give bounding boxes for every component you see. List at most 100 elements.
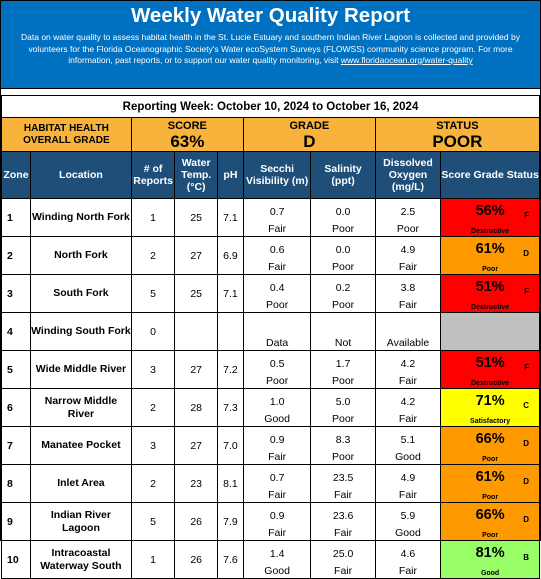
water-temp: 26	[174, 502, 218, 541]
oxygen-cell: 4.2 Fair	[374, 350, 442, 389]
column-header-row: Zone Location # of Reports Water Temp. (…	[0, 151, 540, 199]
grade-letter: D	[523, 439, 529, 448]
habitat-health-label: HABITAT HEALTH OVERALL GRADE	[1, 117, 132, 152]
oxygen-rating: Fair	[398, 565, 418, 577]
location-name: Narrow Middle River	[30, 388, 132, 427]
salinity-cell: 5.0 Poor	[310, 388, 376, 427]
secchi-cell: 0.7 Fair	[242, 464, 312, 503]
oxygen-value: 4.9	[400, 244, 416, 256]
secchi-rating: Fair	[268, 527, 287, 539]
score-percent: 71%	[475, 393, 505, 409]
grade-letter: F	[524, 363, 529, 372]
score-percent: 66%	[475, 507, 505, 523]
secchi-cell: 0.9 Fair	[242, 502, 312, 541]
score-percent: 51%	[475, 355, 505, 371]
secchi-cell: 0.6 Fair	[242, 236, 312, 275]
secchi-rating: Good	[264, 413, 290, 425]
col-temp: Water Temp. (°C)	[174, 151, 218, 199]
grade-letter: F	[524, 211, 529, 220]
score-summary: SCORE 63%	[130, 117, 244, 152]
table-row: 1 Winding North Fork 1 25 7.1 0.7 Fair 0.0 Poor 2…	[0, 198, 540, 237]
oxygen-value: 4.2	[400, 396, 416, 408]
zone-number: 8	[0, 464, 32, 503]
score-value: 63%	[170, 131, 205, 151]
oxygen-rating: Good	[395, 527, 421, 539]
secchi-value: 0.4	[269, 282, 285, 294]
table-row: 6 Narrow Middle River 2 28 7.3 1.0 Good 5.0 Poor…	[0, 388, 540, 427]
oxygen-cell: 4.2 Fair	[374, 388, 442, 427]
oxygen-rating: Fair	[398, 489, 418, 501]
col-reports: # of Reports	[130, 151, 176, 199]
status-text: Destructive	[471, 380, 510, 387]
secchi-value: 0.9	[269, 434, 285, 446]
report-title: Weekly Water Quality Report	[130, 4, 411, 27]
ph-value: 7.1	[216, 198, 244, 237]
score-cell: 61% D Poor	[440, 236, 540, 275]
secchi-rating: Fair	[268, 489, 287, 501]
oxygen-cell: 5.9 Good	[374, 502, 442, 541]
oxygen-rating: Good	[395, 451, 421, 463]
salinity-value: 5.0	[335, 396, 351, 408]
location-name: South Fork	[30, 274, 132, 313]
status-text: Destructive	[471, 228, 510, 235]
status-text: Poor	[482, 494, 499, 501]
grade-letter: D	[523, 477, 529, 486]
salinity-value: 1.7	[335, 358, 351, 370]
zone-number: 4	[0, 312, 32, 351]
ph-value: 8.1	[216, 464, 244, 503]
location-name: Winding North Fork	[30, 198, 132, 237]
col-secchi: Secchi Visibility (m)	[242, 151, 312, 199]
salinity-cell: 23.6 Fair	[310, 502, 376, 541]
water-temp: 28	[174, 388, 218, 427]
salinity-value: 0.0	[335, 206, 351, 218]
col-zone: Zone	[0, 151, 32, 199]
ph-value: 7.1	[216, 274, 244, 313]
status-text: Good	[480, 570, 500, 577]
reports-count: 3	[130, 350, 176, 389]
salinity-cell: 0.0 Poor	[310, 198, 376, 237]
secchi-cell: 1.0 Good	[242, 388, 312, 427]
salinity-cell: 25.0 Fair	[310, 540, 376, 579]
status-value: POOR	[432, 131, 483, 151]
score-percent: 66%	[475, 431, 505, 447]
table-row: 5 Wide Middle River 3 27 7.2 0.5 Poor 1.7 Poor 4.…	[0, 350, 540, 389]
grade-summary: GRADE D	[242, 117, 376, 152]
secchi-cell: 0.7 Fair	[242, 198, 312, 237]
status-text: Poor	[482, 532, 499, 539]
location-name: Manatee Pocket	[30, 426, 132, 465]
oxygen-value: 4.2	[400, 358, 416, 370]
salinity-value: 8.3	[335, 434, 351, 446]
salinity-rating: Poor	[331, 451, 355, 463]
score-percent: 56%	[475, 203, 505, 219]
secchi-value: 0.5	[269, 358, 285, 370]
oxygen-cell: 2.5 Poor	[374, 198, 442, 237]
salinity-rating: Not	[334, 337, 352, 349]
secchi-rating: Fair	[268, 223, 287, 235]
zone-number: 3	[0, 274, 32, 313]
salinity-value: 0.2	[335, 282, 351, 294]
status-label: STATUS	[436, 119, 479, 132]
table-row: 8 Inlet Area 2 23 8.1 0.7 Fair 23.5 Fair 4.9 Fair 6…	[0, 464, 540, 503]
website-link[interactable]: www.floridaocean.org/water-quality	[340, 55, 473, 65]
salinity-cell: 1.7 Poor	[310, 350, 376, 389]
ph-value: 7.3	[216, 388, 244, 427]
summary-row: HABITAT HEALTH OVERALL GRADE SCORE 63% G…	[1, 117, 541, 152]
oxygen-cell: 5.1 Good	[374, 426, 442, 465]
oxygen-rating: Fair	[398, 413, 418, 425]
oxygen-cell: 4.9 Fair	[374, 464, 442, 503]
oxygen-value: 4.6	[400, 548, 416, 560]
water-temp: 26	[174, 540, 218, 579]
oxygen-rating: Fair	[398, 261, 418, 273]
description-text: Data on water quality to assess habitat …	[21, 32, 520, 65]
oxygen-cell: 4.9 Fair	[374, 236, 442, 275]
reports-count: 1	[130, 540, 176, 579]
reports-count: 2	[130, 388, 176, 427]
score-percent: 51%	[475, 279, 505, 295]
grade-letter: C	[523, 401, 529, 410]
secchi-rating: Poor	[266, 299, 289, 311]
location-name: Indian River Lagoon	[30, 502, 132, 541]
reports-count: 1	[130, 198, 176, 237]
zone-number: 6	[0, 388, 32, 427]
oxygen-cell: 3.8 Fair	[374, 274, 442, 313]
grade-letter: B	[523, 553, 529, 562]
